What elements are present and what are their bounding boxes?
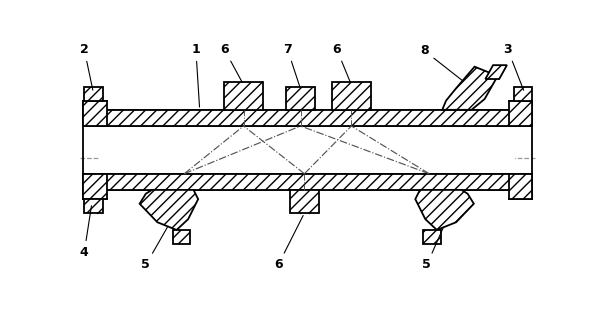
Bar <box>509 100 532 126</box>
Polygon shape <box>173 230 190 244</box>
Text: 8: 8 <box>420 44 463 81</box>
Bar <box>84 199 103 213</box>
Bar <box>332 82 371 110</box>
Bar <box>509 174 532 199</box>
Bar <box>100 174 515 190</box>
Bar <box>224 82 263 110</box>
Text: 6: 6 <box>220 43 242 82</box>
Bar <box>100 126 515 174</box>
Bar <box>286 87 315 110</box>
Bar <box>83 174 107 199</box>
Text: 7: 7 <box>283 43 299 86</box>
Bar <box>514 87 532 100</box>
Text: 5: 5 <box>422 227 443 271</box>
Text: 4: 4 <box>80 206 91 259</box>
Polygon shape <box>442 67 497 110</box>
Bar <box>84 87 103 100</box>
Bar <box>83 100 107 126</box>
Text: 1: 1 <box>191 43 200 107</box>
Bar <box>100 110 515 126</box>
Text: 2: 2 <box>80 43 93 90</box>
Polygon shape <box>485 65 507 79</box>
Polygon shape <box>423 230 441 244</box>
Bar <box>290 190 319 213</box>
Text: 6: 6 <box>274 216 303 271</box>
Polygon shape <box>415 190 474 230</box>
Text: 6: 6 <box>332 43 350 82</box>
Polygon shape <box>140 190 198 230</box>
Text: 3: 3 <box>503 43 524 90</box>
Text: 5: 5 <box>142 227 167 271</box>
